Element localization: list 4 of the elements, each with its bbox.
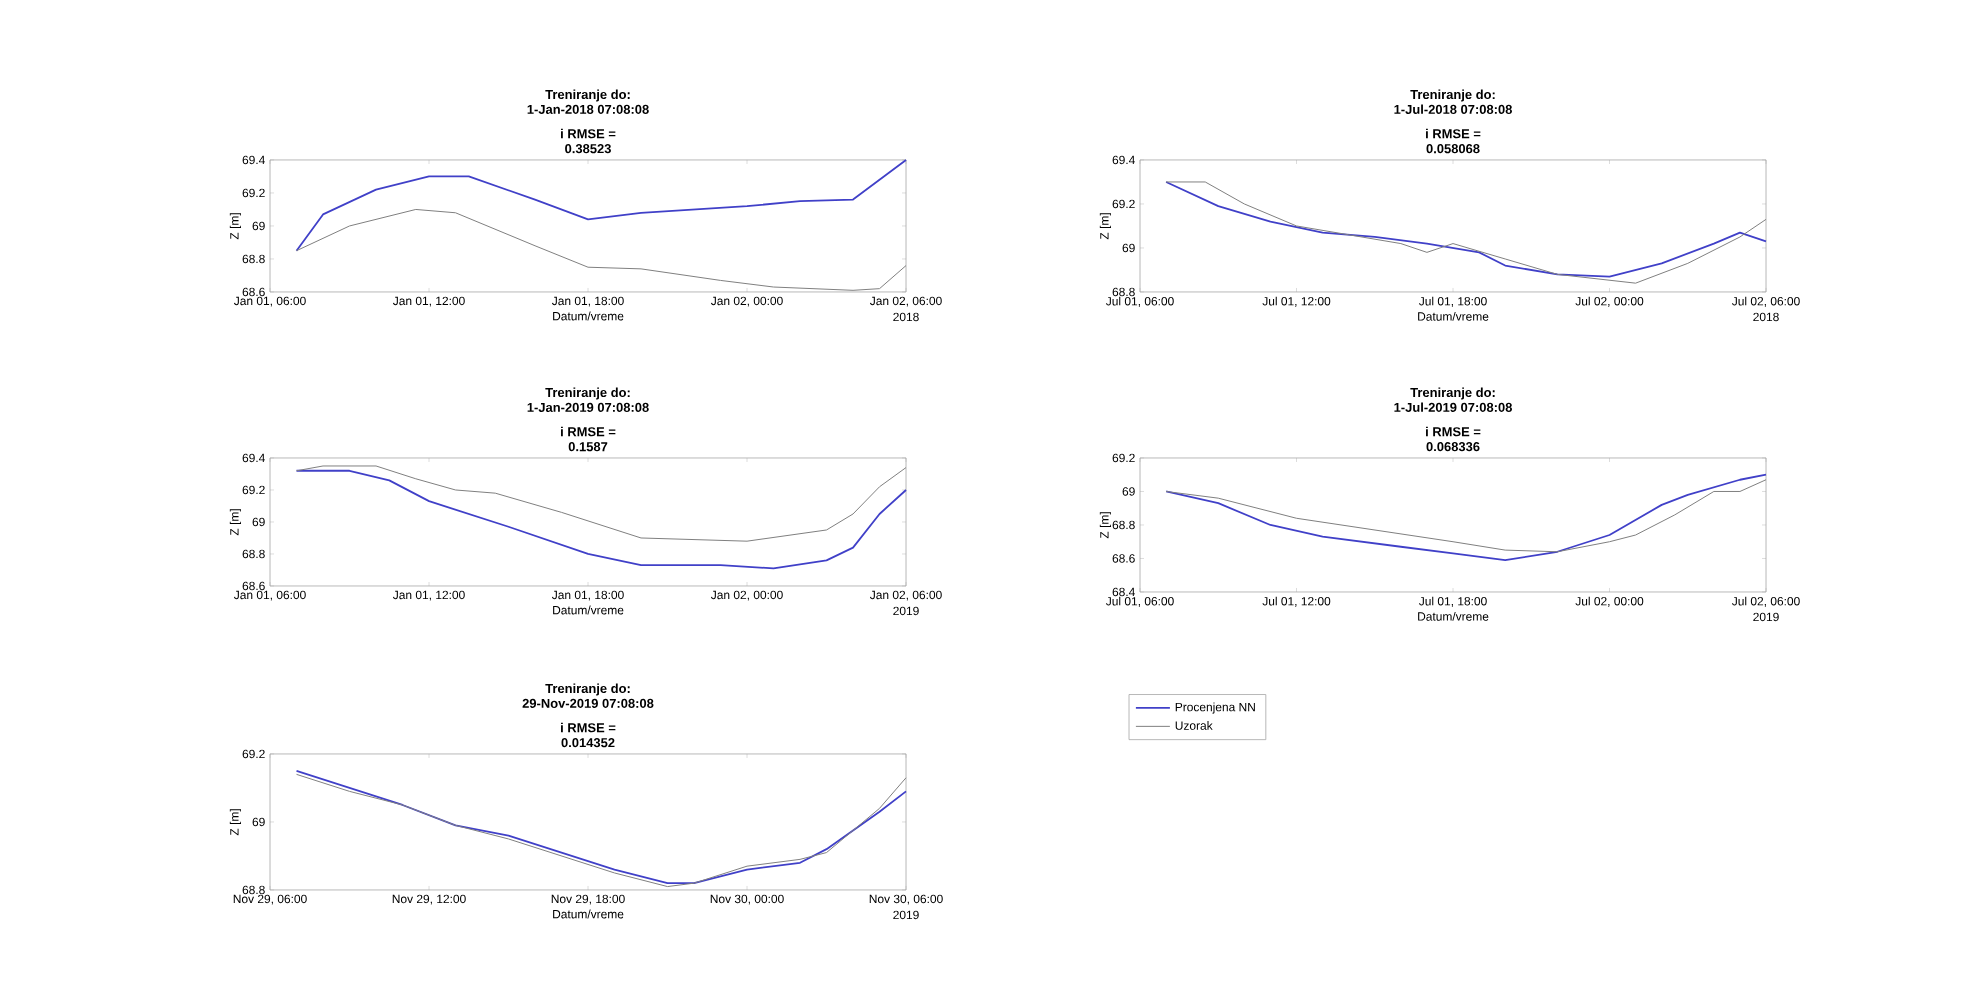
line-series [296,465,907,542]
line-series [296,208,907,291]
line-series [295,159,907,252]
line-series [295,469,907,570]
